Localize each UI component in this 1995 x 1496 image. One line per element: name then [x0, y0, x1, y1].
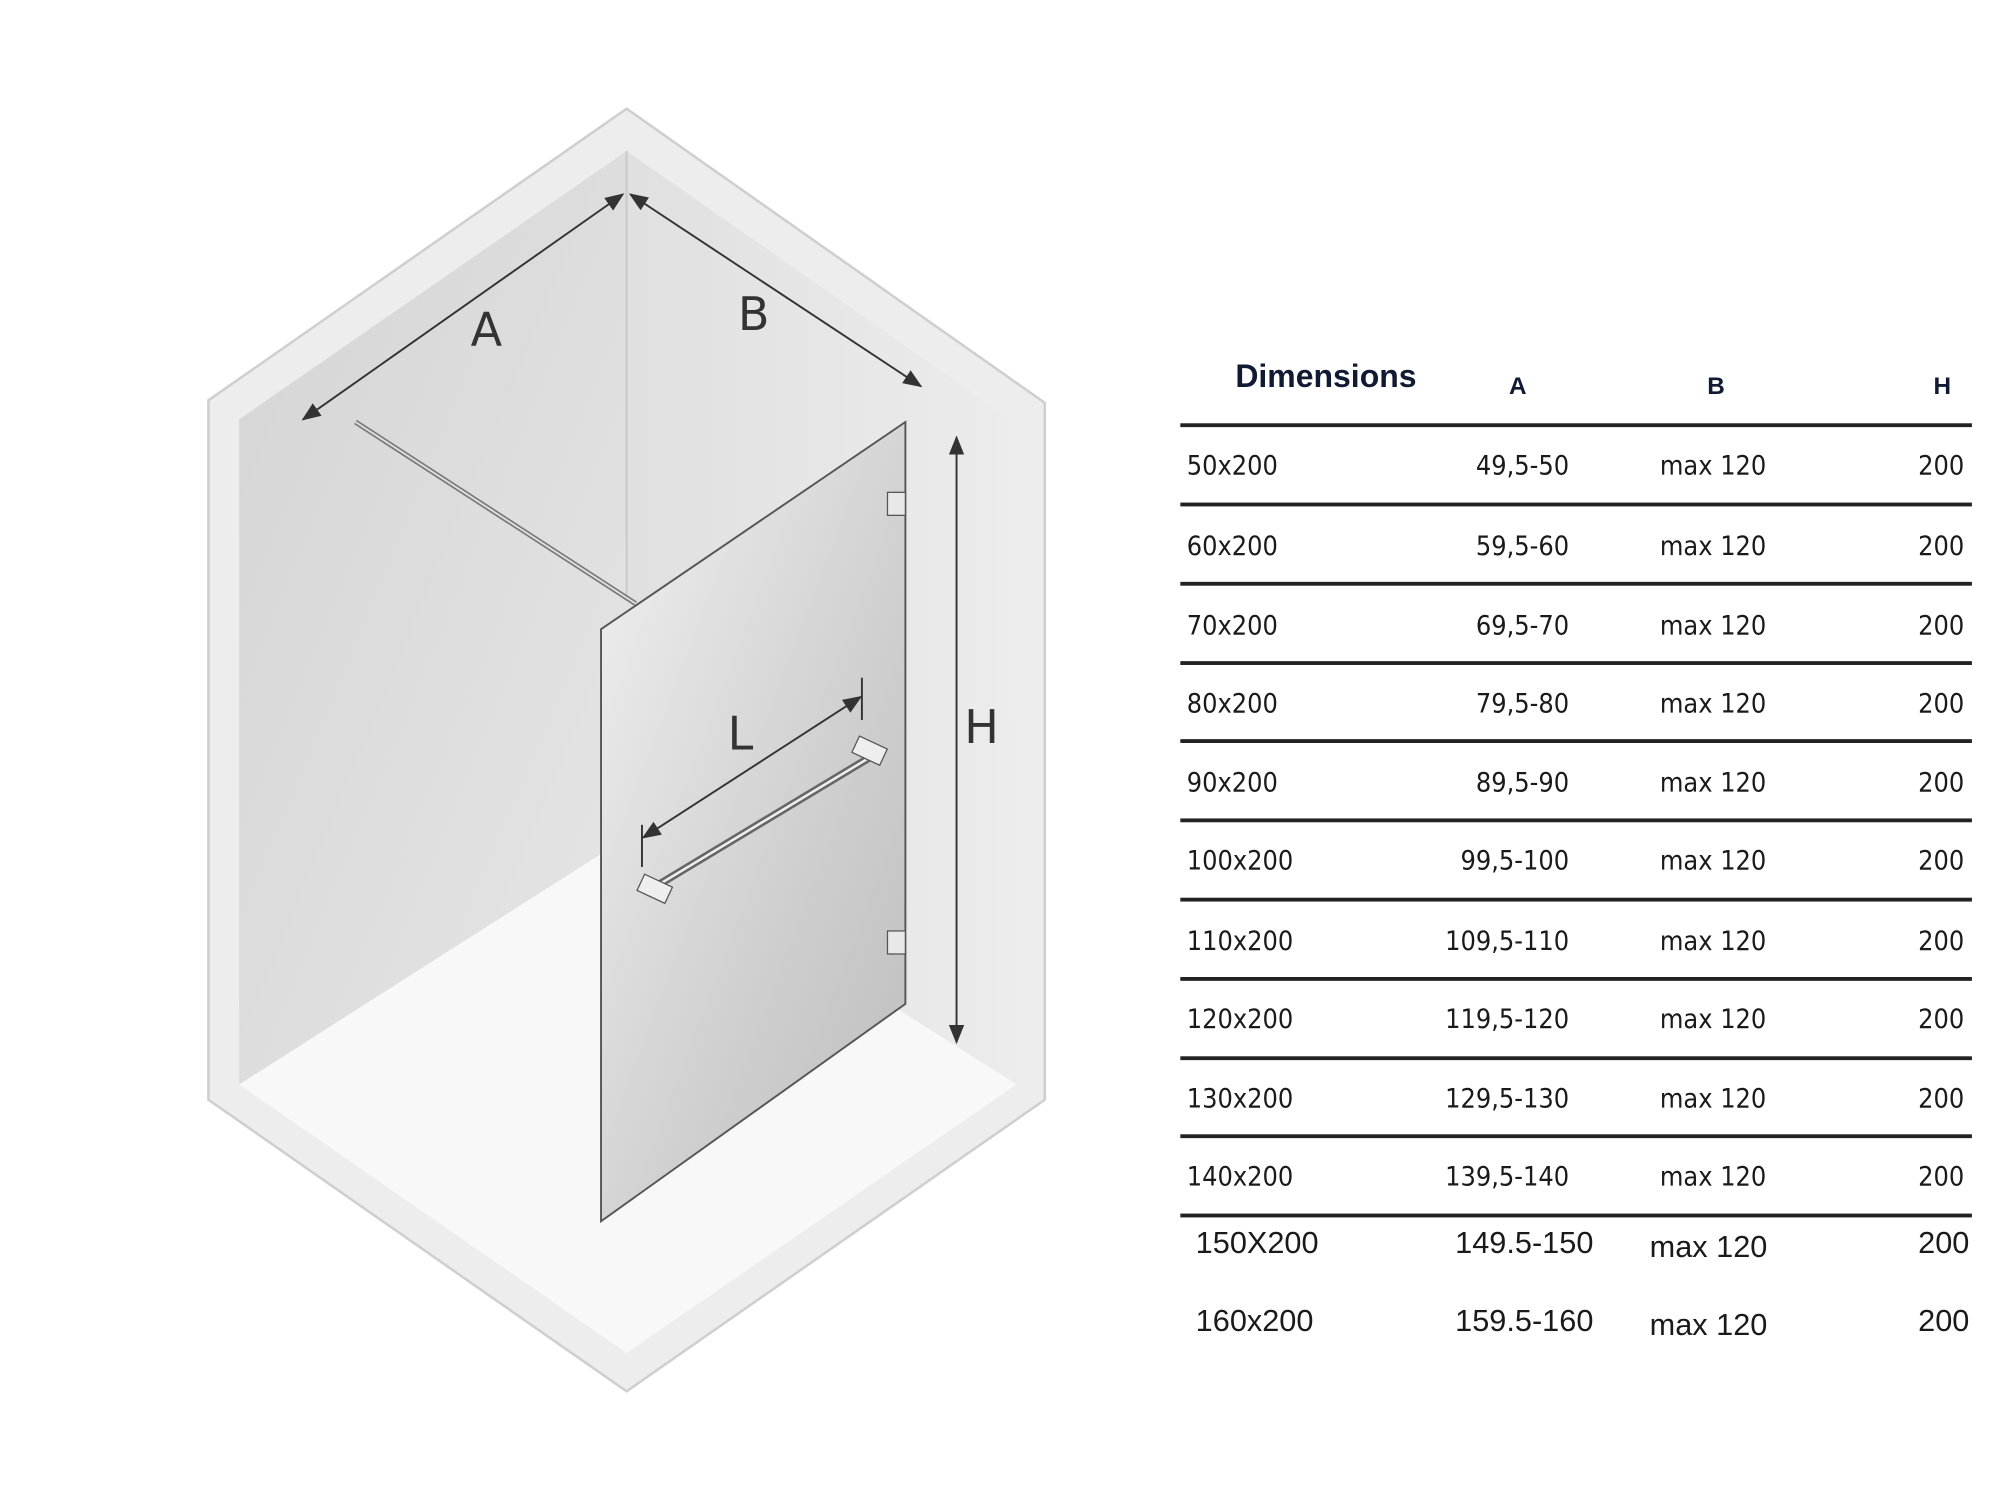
cell-h: 200	[1918, 1226, 1970, 1261]
cell-b: max 120	[1659, 1083, 1767, 1114]
cell-h: 200	[1918, 687, 1965, 719]
dimension-b-line	[628, 193, 923, 388]
cell-size: 90x200	[1186, 767, 1278, 798]
row-divider	[1180, 661, 1972, 665]
dimension-l-line	[641, 695, 863, 839]
cell-h: 200	[1918, 1304, 1970, 1339]
label-b: B	[738, 287, 770, 341]
table-title: Dimensions	[1235, 358, 1417, 395]
cell-a: 109,5-110	[1445, 925, 1570, 957]
cell-b: max 120	[1659, 687, 1767, 719]
cell-h: 200	[1918, 1003, 1965, 1035]
cell-a: 139,5-140	[1445, 1161, 1570, 1192]
cell-a: 49,5-50	[1475, 450, 1570, 481]
row-divider	[1180, 897, 1972, 902]
cell-h: 200	[1918, 767, 1965, 798]
row-divider	[1180, 818, 1972, 823]
cell-a: 119,5-120	[1445, 1003, 1570, 1035]
header-h: H	[1933, 373, 1952, 401]
row-divider	[1180, 1056, 1972, 1061]
cell-h: 200	[1918, 530, 1965, 562]
cell-size: 150X200	[1195, 1226, 1319, 1261]
hinge-top	[886, 491, 907, 516]
cell-h: 200	[1918, 609, 1965, 641]
label-l: L	[728, 706, 754, 760]
cell-h: 200	[1918, 1083, 1965, 1114]
cell-size: 140x200	[1186, 1161, 1294, 1192]
row-divider	[1180, 1213, 1972, 1218]
cell-size: 70x200	[1186, 609, 1278, 641]
cell-b: max 120	[1659, 450, 1767, 481]
row-divider	[1180, 502, 1972, 507]
row-divider	[1180, 1134, 1972, 1139]
header-a: A	[1508, 373, 1527, 401]
label-h: H	[964, 700, 999, 754]
cell-a: 159.5-160	[1455, 1304, 1594, 1339]
cell-b: max 120	[1649, 1308, 1768, 1343]
cell-a: 59,5-60	[1475, 530, 1570, 562]
dimension-a-line	[301, 193, 625, 421]
cell-b: max 120	[1659, 1161, 1767, 1192]
cell-b: max 120	[1659, 767, 1767, 798]
cell-b: max 120	[1659, 609, 1767, 641]
cell-size: 130x200	[1186, 1083, 1294, 1114]
hinge-bottom	[886, 930, 907, 955]
row-divider	[1180, 739, 1972, 743]
cell-size: 100x200	[1186, 845, 1294, 876]
cell-a: 89,5-90	[1475, 767, 1570, 798]
cell-h: 200	[1918, 450, 1965, 481]
cell-size: 160x200	[1195, 1304, 1314, 1339]
cell-a: 99,5-100	[1460, 845, 1570, 876]
cell-a: 69,5-70	[1475, 609, 1570, 641]
row-divider	[1180, 977, 1972, 981]
cell-size: 80x200	[1186, 687, 1278, 719]
cell-h: 200	[1918, 845, 1965, 876]
cell-h: 200	[1918, 925, 1965, 957]
cell-a: 79,5-80	[1475, 687, 1570, 719]
cell-b: max 120	[1659, 1003, 1767, 1035]
cell-a: 149.5-150	[1455, 1226, 1594, 1261]
cell-h: 200	[1918, 1161, 1965, 1192]
cell-b: max 120	[1659, 845, 1767, 876]
cell-a: 129,5-130	[1445, 1083, 1570, 1114]
row-divider	[1180, 581, 1972, 586]
cell-b: max 120	[1649, 1230, 1768, 1265]
label-a: A	[471, 302, 503, 356]
cell-size: 60x200	[1186, 530, 1278, 562]
cell-size: 110x200	[1186, 925, 1294, 957]
cell-size: 50x200	[1186, 450, 1278, 481]
cell-b: max 120	[1659, 530, 1767, 562]
header-b: B	[1707, 373, 1725, 401]
row-divider	[1180, 423, 1972, 428]
cell-b: max 120	[1659, 925, 1767, 957]
cell-size: 120x200	[1186, 1003, 1294, 1035]
